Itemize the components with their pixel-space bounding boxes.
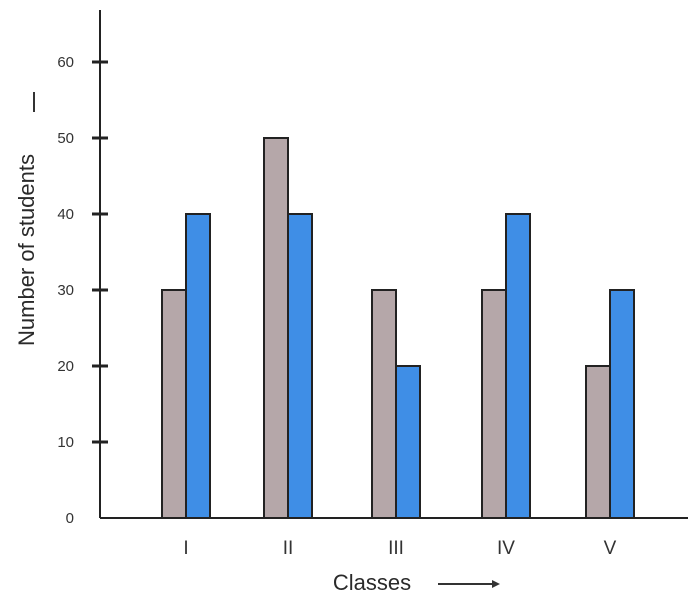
bar-class-1-series-1 — [161, 289, 187, 519]
bar-class-2-series-1 — [263, 137, 289, 519]
y-tick-label: 40 — [57, 206, 74, 223]
x-labels-group: I II III IV V — [183, 538, 616, 559]
bar-class-1-series-2 — [185, 213, 211, 519]
x-category-label: V — [604, 538, 617, 559]
x-axis-arrowhead — [492, 580, 500, 588]
bars-group — [161, 137, 635, 519]
bar-class-4-series-1 — [481, 289, 507, 519]
y-tick-label: 50 — [57, 130, 74, 147]
bar-class-5-series-2 — [609, 289, 635, 519]
x-axis-title: Classes — [333, 570, 411, 595]
x-category-label: II — [283, 538, 294, 559]
bar-class-5-series-1 — [585, 365, 611, 519]
bar-class-2-series-2 — [287, 213, 313, 519]
y-tick-label: 60 — [57, 54, 74, 71]
y-ticks-group: 0 10 20 30 40 50 60 — [57, 54, 108, 527]
x-category-label: IV — [497, 538, 515, 559]
y-tick-label: 0 — [66, 510, 74, 527]
y-axis-title: Number of students — [14, 154, 39, 346]
y-tick-label: 10 — [57, 434, 74, 451]
y-tick-label: 20 — [57, 358, 74, 375]
bar-class-4-series-2 — [505, 213, 531, 519]
bar-class-3-series-1 — [371, 289, 397, 519]
bar-class-3-series-2 — [395, 365, 421, 519]
y-tick-label: 30 — [57, 282, 74, 299]
x-category-label: I — [183, 538, 188, 559]
x-category-label: III — [388, 538, 404, 559]
